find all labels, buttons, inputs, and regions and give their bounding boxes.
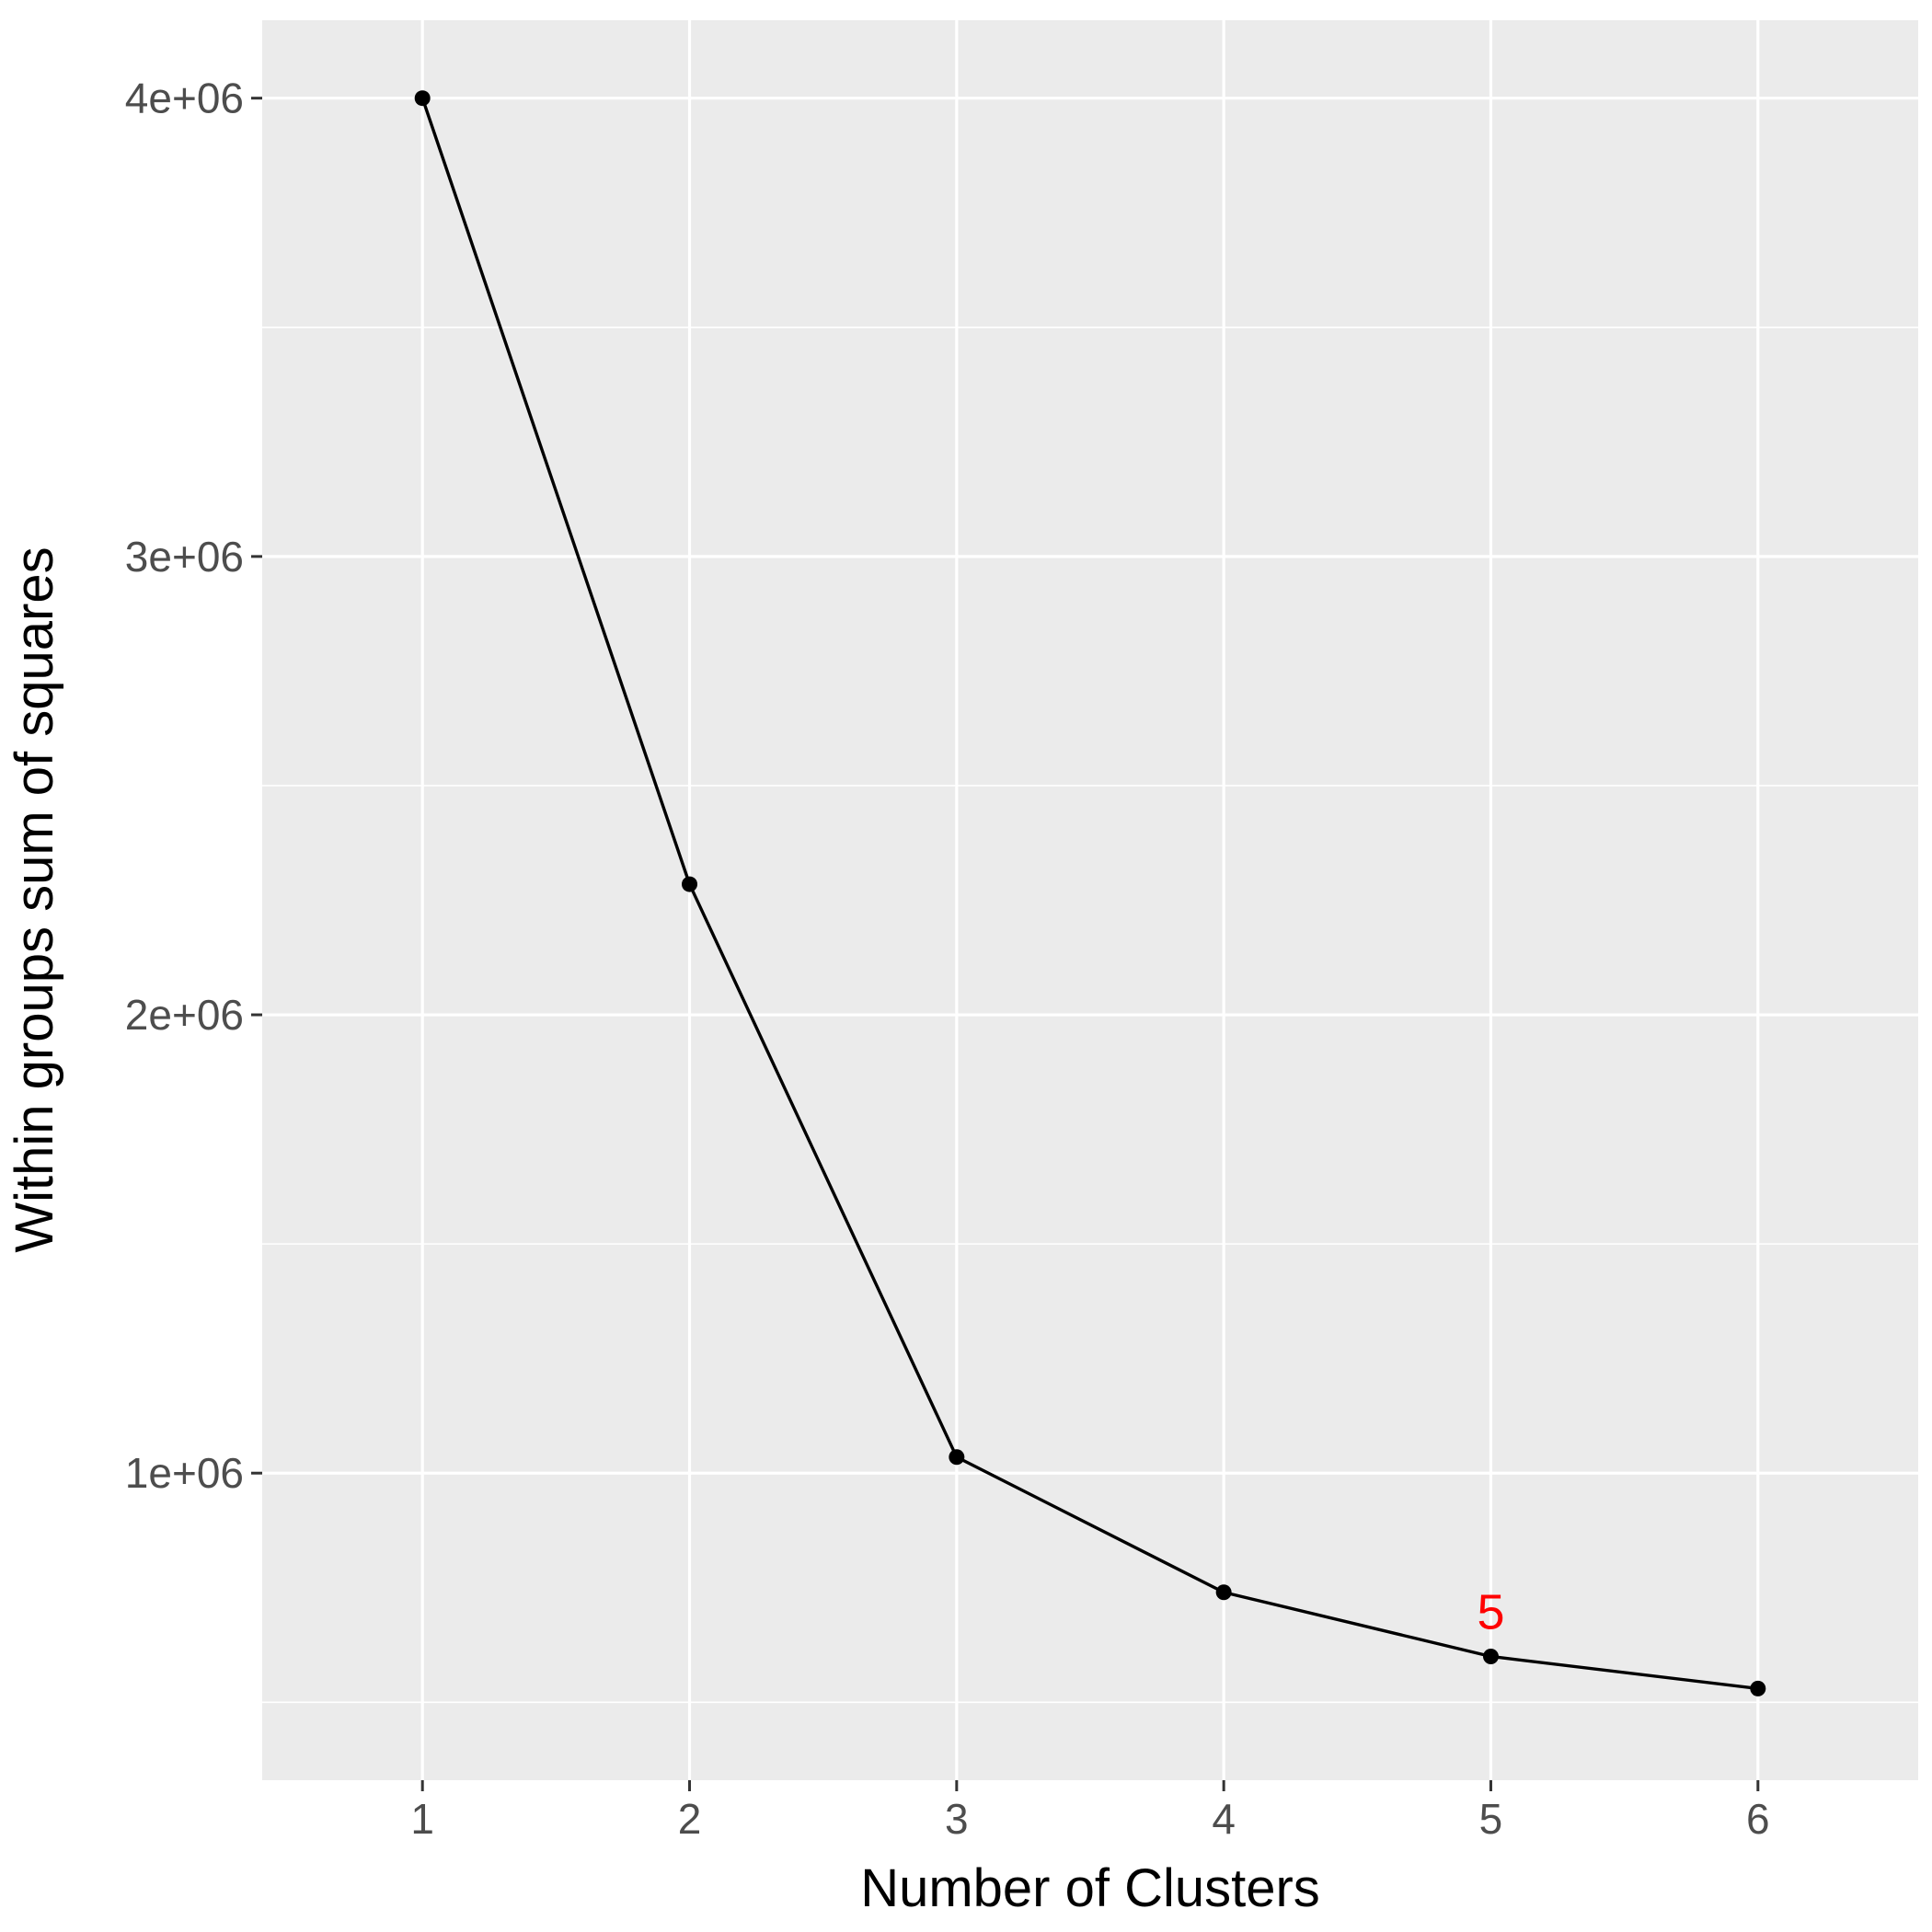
x-tick-label: 2 (678, 1795, 702, 1843)
x-tick-label: 3 (945, 1795, 969, 1843)
panel-background (262, 20, 1918, 1780)
x-tick-label: 4 (1212, 1795, 1236, 1843)
data-point (1482, 1648, 1499, 1664)
series-line (420, 98, 1759, 1691)
major-gridlines (262, 20, 1918, 1780)
x-axis-title: Number of Clusters (860, 1858, 1320, 1918)
annotation-layer: 5 (1477, 1584, 1504, 1639)
data-point (1215, 1584, 1232, 1601)
y-axis-title: Within groups sum of squares (5, 546, 64, 1252)
y-tick-label: 1e+06 (125, 1449, 244, 1497)
data-point (1750, 1680, 1766, 1696)
series-layer (414, 90, 1766, 1696)
point-annotation-label: 5 (1477, 1584, 1504, 1639)
y-tick-label: 3e+06 (125, 533, 244, 581)
data-point (682, 876, 698, 892)
data-point (414, 90, 431, 107)
x-axis: 1 2 3 4 5 6 (410, 1780, 1770, 1843)
data-point (949, 1449, 965, 1466)
x-tick-label: 6 (1746, 1795, 1770, 1843)
x-tick-label: 1 (410, 1795, 434, 1843)
minor-gridlines (262, 326, 1918, 1704)
y-axis: 1e+06 2e+06 3e+06 4e+06 (125, 75, 262, 1497)
x-tick-label: 5 (1479, 1795, 1503, 1843)
y-tick-label: 2e+06 (125, 991, 244, 1039)
y-tick-label: 4e+06 (125, 75, 244, 122)
